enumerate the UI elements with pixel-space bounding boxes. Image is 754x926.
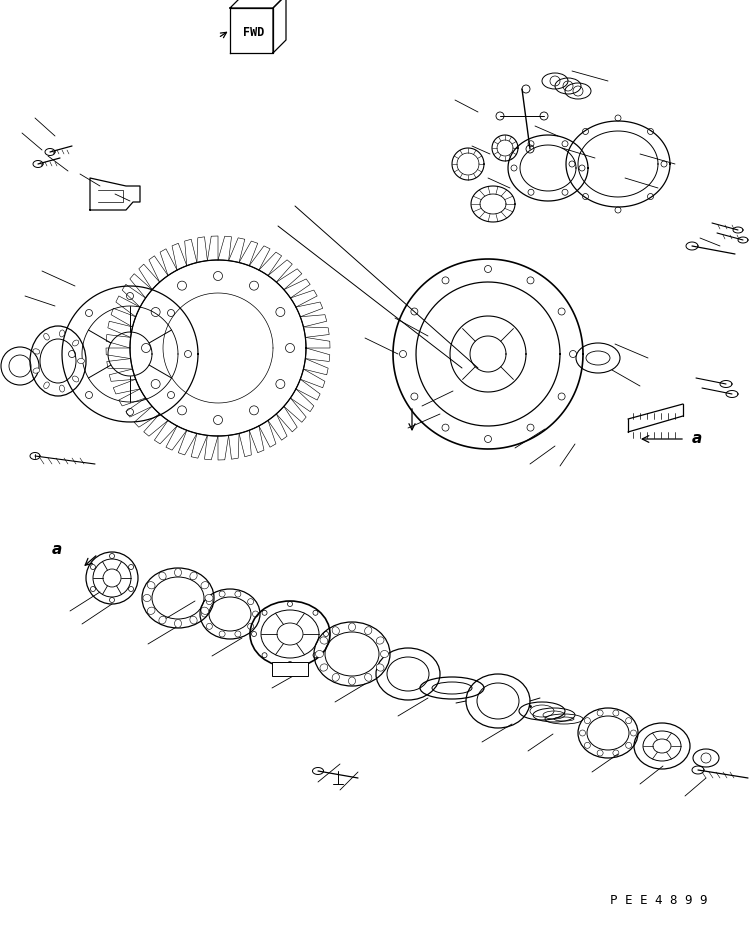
Ellipse shape: [60, 385, 65, 392]
Ellipse shape: [190, 616, 197, 624]
Ellipse shape: [72, 340, 78, 346]
Text: a: a: [692, 431, 702, 446]
Circle shape: [86, 552, 138, 604]
Ellipse shape: [332, 673, 339, 682]
Ellipse shape: [147, 582, 155, 589]
Ellipse shape: [72, 376, 78, 382]
Ellipse shape: [201, 582, 209, 589]
Ellipse shape: [174, 619, 182, 628]
Ellipse shape: [174, 569, 182, 577]
Ellipse shape: [201, 607, 209, 614]
Ellipse shape: [320, 637, 328, 644]
Ellipse shape: [143, 594, 151, 602]
Ellipse shape: [159, 616, 166, 624]
Ellipse shape: [376, 637, 384, 644]
Ellipse shape: [44, 382, 49, 389]
Ellipse shape: [365, 673, 372, 682]
Ellipse shape: [190, 572, 197, 580]
Ellipse shape: [44, 333, 49, 340]
Ellipse shape: [159, 572, 166, 580]
Ellipse shape: [33, 368, 40, 373]
Ellipse shape: [348, 623, 355, 631]
Text: a: a: [52, 542, 63, 557]
Text: P E E 4 8 9 9: P E E 4 8 9 9: [610, 894, 707, 907]
Ellipse shape: [376, 664, 384, 671]
Ellipse shape: [315, 650, 323, 657]
Ellipse shape: [205, 594, 213, 602]
Polygon shape: [90, 178, 140, 210]
Ellipse shape: [78, 358, 84, 364]
Ellipse shape: [147, 607, 155, 614]
Ellipse shape: [365, 627, 372, 634]
Text: FWD: FWD: [243, 26, 265, 39]
Ellipse shape: [332, 627, 339, 634]
Ellipse shape: [320, 664, 328, 671]
Ellipse shape: [60, 330, 65, 337]
Ellipse shape: [348, 677, 355, 685]
Bar: [272, 662, 308, 676]
Ellipse shape: [381, 650, 388, 657]
Ellipse shape: [33, 349, 40, 354]
